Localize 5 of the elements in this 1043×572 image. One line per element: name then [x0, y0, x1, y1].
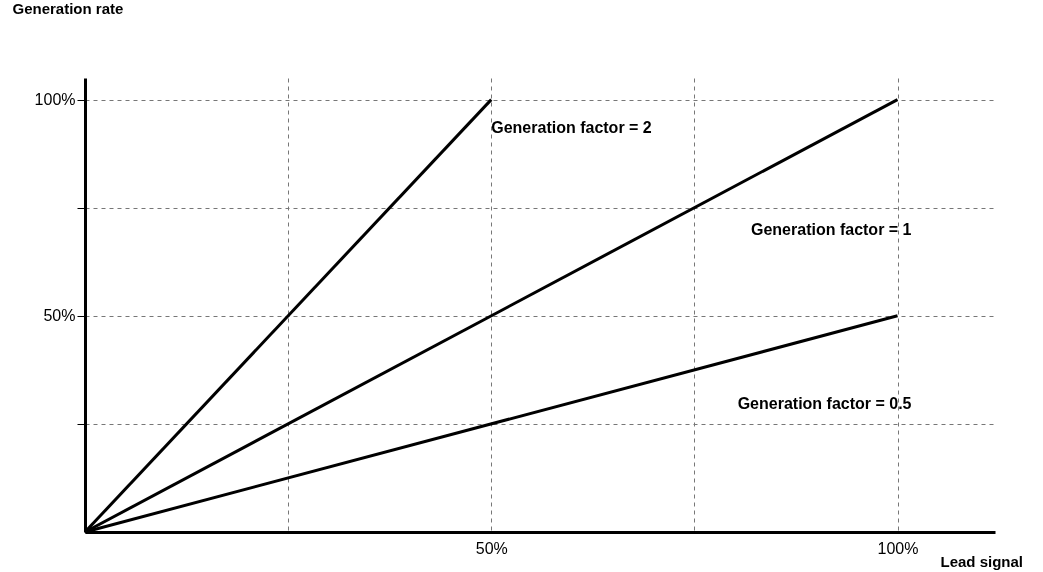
y-axis-title: Generation rate	[12, 0, 124, 17]
series-label: Generation factor = 2	[491, 118, 652, 136]
text: Generation factor = 0.5	[737, 394, 912, 412]
text: Generation factor = 1	[751, 220, 912, 238]
x-axis-title: Lead signal	[940, 552, 1024, 570]
